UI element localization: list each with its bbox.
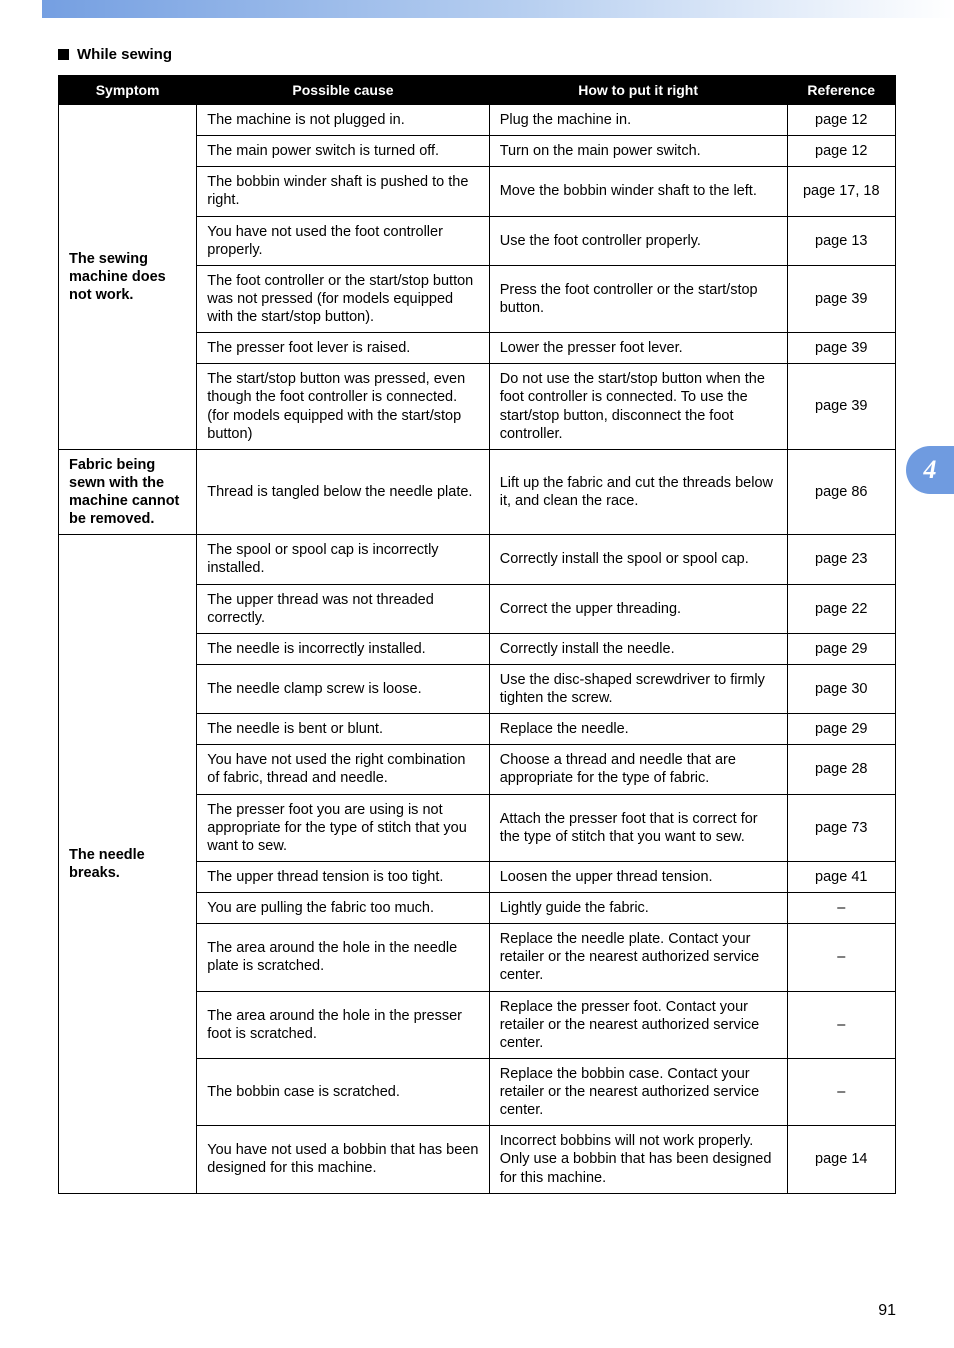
fix-cell: Press the foot controller or the start/s… [489, 265, 787, 332]
content-area: While sewing Symptom Possible cause How … [0, 18, 954, 1194]
fix-cell: Correctly install the spool or spool cap… [489, 535, 787, 584]
reference-cell: page 29 [787, 633, 896, 664]
reference-cell: – [787, 1058, 896, 1125]
page-number: 91 [878, 1302, 896, 1320]
symptom-cell: The needle breaks. [59, 535, 197, 1193]
cause-cell: The spool or spool cap is incorrectly in… [197, 535, 489, 584]
reference-cell: – [787, 991, 896, 1058]
fix-cell: Loosen the upper thread tension. [489, 861, 787, 892]
section-heading: While sewing [58, 46, 896, 63]
cause-cell: The area around the hole in the presser … [197, 991, 489, 1058]
cause-cell: You have not used the foot controller pr… [197, 216, 489, 265]
cause-cell: The presser foot lever is raised. [197, 333, 489, 364]
reference-cell: page 39 [787, 265, 896, 332]
cause-cell: You have not used a bobbin that has been… [197, 1126, 489, 1193]
cause-cell: The area around the hole in the needle p… [197, 924, 489, 991]
fix-cell: Lower the presser foot lever. [489, 333, 787, 364]
col-header-symptom: Symptom [59, 76, 197, 105]
reference-cell: – [787, 924, 896, 991]
cause-cell: The start/stop button was pressed, even … [197, 364, 489, 450]
fix-cell: Incorrect bobbins will not work properly… [489, 1126, 787, 1193]
cause-cell: The needle clamp screw is loose. [197, 664, 489, 713]
reference-cell: page 13 [787, 216, 896, 265]
fix-cell: Turn on the main power switch. [489, 136, 787, 167]
cause-cell: The upper thread tension is too tight. [197, 861, 489, 892]
section-title-text: While sewing [77, 46, 172, 63]
square-bullet-icon [58, 49, 69, 60]
header-accent-bar [0, 0, 954, 18]
reference-cell: page 28 [787, 745, 896, 794]
cause-cell: The main power switch is turned off. [197, 136, 489, 167]
cause-cell: Thread is tangled below the needle plate… [197, 449, 489, 535]
symptom-cell: The sewing machine does not work. [59, 105, 197, 450]
table-row: Fabric being sewn with the machine canno… [59, 449, 896, 535]
fix-cell: Lift up the fabric and cut the threads b… [489, 449, 787, 535]
chapter-number: 4 [924, 455, 937, 485]
reference-cell: page 73 [787, 794, 896, 861]
page: While sewing Symptom Possible cause How … [0, 0, 954, 1348]
table-row: The sewing machine does not work. The ma… [59, 105, 896, 136]
col-header-reference: Reference [787, 76, 896, 105]
fix-cell: Correctly install the needle. [489, 633, 787, 664]
cause-cell: The foot controller or the start/stop bu… [197, 265, 489, 332]
fix-cell: Choose a thread and needle that are appr… [489, 745, 787, 794]
col-header-cause: Possible cause [197, 76, 489, 105]
fix-cell: Use the foot controller properly. [489, 216, 787, 265]
fix-cell: Correct the upper threading. [489, 584, 787, 633]
col-header-fix: How to put it right [489, 76, 787, 105]
reference-cell: page 17, 18 [787, 167, 896, 216]
reference-cell: page 41 [787, 861, 896, 892]
reference-cell: page 39 [787, 333, 896, 364]
cause-cell: The presser foot you are using is not ap… [197, 794, 489, 861]
symptom-cell: Fabric being sewn with the machine canno… [59, 449, 197, 535]
fix-cell: Lightly guide the fabric. [489, 893, 787, 924]
cause-cell: You have not used the right combination … [197, 745, 489, 794]
fix-cell: Replace the needle. [489, 714, 787, 745]
reference-cell: page 12 [787, 105, 896, 136]
fix-cell: Replace the presser foot. Contact your r… [489, 991, 787, 1058]
reference-cell: page 22 [787, 584, 896, 633]
cause-cell: The bobbin winder shaft is pushed to the… [197, 167, 489, 216]
reference-cell: page 39 [787, 364, 896, 450]
cause-cell: The needle is incorrectly installed. [197, 633, 489, 664]
table-header-row: Symptom Possible cause How to put it rig… [59, 76, 896, 105]
reference-cell: page 30 [787, 664, 896, 713]
cause-cell: You are pulling the fabric too much. [197, 893, 489, 924]
cause-cell: The upper thread was not threaded correc… [197, 584, 489, 633]
reference-cell: page 29 [787, 714, 896, 745]
table-row: The needle breaks. The spool or spool ca… [59, 535, 896, 584]
fix-cell: Move the bobbin winder shaft to the left… [489, 167, 787, 216]
fix-cell: Replace the needle plate. Contact your r… [489, 924, 787, 991]
reference-cell: page 23 [787, 535, 896, 584]
cause-cell: The bobbin case is scratched. [197, 1058, 489, 1125]
fix-cell: Attach the presser foot that is correct … [489, 794, 787, 861]
fix-cell: Plug the machine in. [489, 105, 787, 136]
reference-cell: page 12 [787, 136, 896, 167]
fix-cell: Do not use the start/stop button when th… [489, 364, 787, 450]
cause-cell: The needle is bent or blunt. [197, 714, 489, 745]
reference-cell: page 14 [787, 1126, 896, 1193]
fix-cell: Use the disc-shaped screwdriver to firml… [489, 664, 787, 713]
reference-cell: page 86 [787, 449, 896, 535]
table-body: The sewing machine does not work. The ma… [59, 105, 896, 1194]
fix-cell: Replace the bobbin case. Contact your re… [489, 1058, 787, 1125]
cause-cell: The machine is not plugged in. [197, 105, 489, 136]
chapter-tab: 4 [906, 446, 954, 494]
reference-cell: – [787, 893, 896, 924]
troubleshooting-table: Symptom Possible cause How to put it rig… [58, 75, 896, 1194]
